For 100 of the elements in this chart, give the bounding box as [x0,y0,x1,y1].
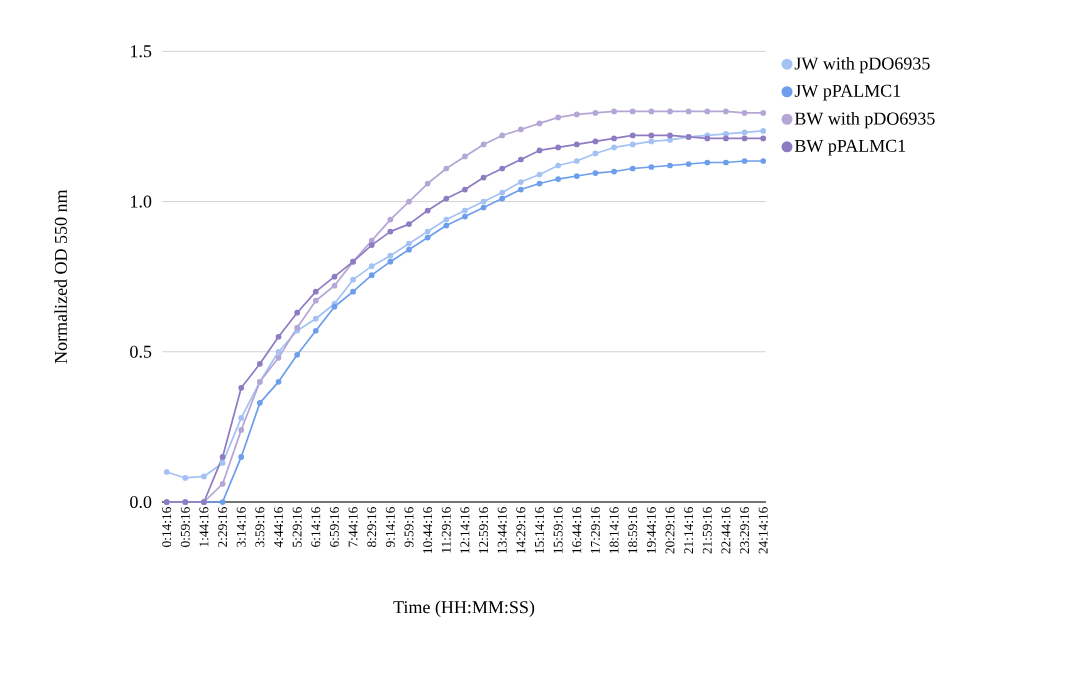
point [499,195,506,202]
point [443,222,450,229]
point [518,156,524,163]
y-tick-label: 0.5 [130,345,152,358]
point [312,327,319,334]
point [294,351,301,358]
point [611,135,617,142]
x-tick-label: 9:14:16 [385,507,395,548]
point [536,120,543,127]
point [667,137,673,143]
x-tick-label: 7:44:16 [348,507,358,547]
point [462,153,468,160]
point [406,198,412,205]
x-axis-title: Time (HH:MM:SS) [393,600,535,617]
point [667,162,673,169]
x-tick-label: 8:29:16 [367,507,377,547]
legend-label: BW with pDO6935 [794,112,935,129]
x-tick-label: 11:29:16 [441,507,451,553]
point [648,138,655,145]
point [443,195,450,202]
point [536,147,543,154]
x-tick-label: 17:29:16 [590,507,600,553]
point [760,135,767,142]
x-tick-label: 23:29:16 [740,507,750,554]
point [518,186,524,193]
point [629,141,636,148]
x-tick-label: 5:29:16 [292,507,302,547]
point [219,460,226,466]
point [741,135,748,142]
x-tick-label: 14:29:16 [516,507,526,553]
point [741,129,748,136]
x-tick-label: 15:14:16 [535,507,545,553]
point [387,258,394,265]
x-tick-label: 19:44:16 [646,507,656,553]
x-tick-label: 16:44:16 [572,507,582,553]
point [462,186,468,193]
point [368,263,375,270]
point [629,165,636,172]
point [611,144,617,151]
point [368,242,375,248]
y-tick-label: 0.0 [130,495,152,509]
point [760,128,767,134]
point [685,108,692,115]
point [573,111,580,118]
point [462,207,468,214]
point [723,135,729,142]
point [611,108,617,115]
point [573,141,580,148]
x-tick-label: 10:44:16 [423,507,433,553]
point [592,138,599,145]
point [443,216,450,223]
x-tick-label: 20:29:16 [665,507,675,554]
legend-label: JW pPALMC1 [794,84,901,101]
point [387,252,394,259]
point [350,276,356,283]
point [257,360,263,367]
x-tick-label: 0:14:16 [162,507,172,547]
point [667,108,673,115]
x-tick-label: 6:14:16 [311,507,321,547]
point [480,141,487,148]
point [536,171,543,178]
point [312,297,319,304]
point [219,481,226,487]
x-tick-label: 12:59:16 [479,507,489,553]
point [555,114,562,121]
point [629,108,636,115]
point [592,150,599,157]
x-tick-label: 13:44:16 [497,507,507,553]
point [424,207,431,214]
point [592,110,599,116]
x-tick-label: 3:14:16 [236,507,246,547]
x-tick-label: 9:59:16 [404,507,414,548]
point [406,221,412,227]
point [182,475,189,481]
x-tick-label: 12:14:16 [460,507,470,553]
x-tick-label: 15:59:16 [553,507,563,553]
point [611,168,617,175]
legend-label: JW with pDO6935 [794,56,930,74]
point [275,378,282,385]
point [238,454,245,460]
point [685,161,692,167]
point [275,333,282,340]
x-tick-label: 2:29:16 [218,507,228,547]
point [741,158,748,164]
point [723,159,729,166]
point [257,399,263,406]
y-axis-title: Normalized OD 550 nm [54,189,67,364]
legend-label: BW pPALMC1 [794,139,906,156]
point [368,237,375,244]
point [480,204,487,211]
point [275,348,282,355]
point [424,228,431,235]
point [667,132,673,139]
point [555,176,562,182]
point [312,288,319,295]
point [387,228,394,235]
point [462,213,468,220]
point [275,354,282,361]
point [723,131,729,137]
point [387,216,394,223]
